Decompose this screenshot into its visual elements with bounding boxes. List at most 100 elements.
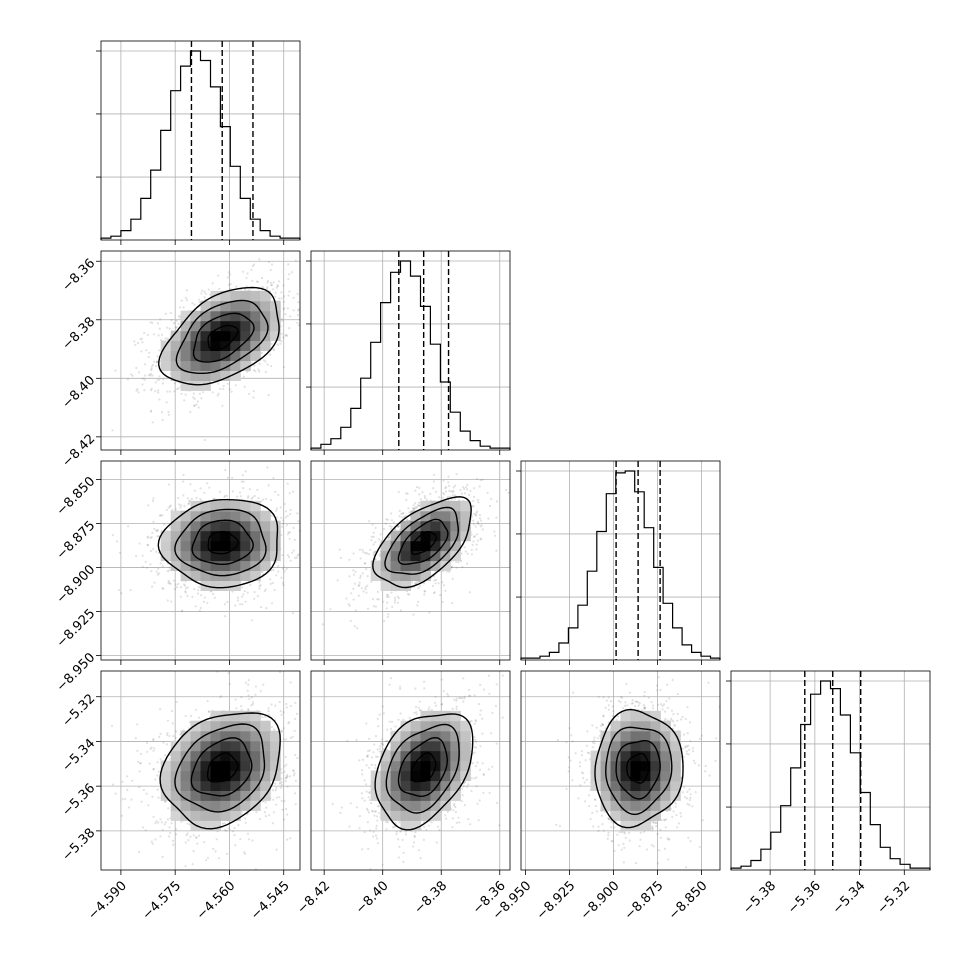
sample-point [211,391,214,394]
sample-point [149,747,152,751]
density-cell [210,710,221,722]
sample-point [481,762,484,765]
sample-point [166,732,169,735]
sample-point [369,548,372,552]
sample-point [689,796,692,800]
density-cell [430,810,441,821]
sample-point [463,487,466,491]
density-cell [230,790,241,801]
density-cell [210,820,221,831]
sample-point [156,379,159,382]
sample-point [619,701,622,704]
density-cell [230,310,241,322]
sample-point [294,701,297,704]
sample-point [358,548,361,551]
sample-point [495,683,498,686]
sample-point [184,590,187,593]
sample-point [680,815,683,818]
sample-point [198,834,201,837]
sample-point [447,484,451,487]
sample-point [419,498,422,501]
density-cell [160,760,172,772]
density-cell [650,770,661,782]
sample-point [250,696,254,699]
sample-point [251,839,254,842]
sample-point [197,589,200,592]
density-cell [410,750,421,762]
sample-point [481,528,484,531]
density-cell [650,800,661,811]
density-cell [200,780,211,791]
sample-point [467,688,471,691]
sample-point [197,298,200,301]
density-cell [230,530,241,542]
sample-point [638,702,641,705]
density-cell [170,740,182,752]
sample-point [176,388,179,391]
sample-point [362,590,365,593]
contour-2 [384,506,460,575]
density-cell [240,790,251,801]
sample-point [390,677,393,680]
density-cell [260,300,271,312]
sample-point [149,374,152,377]
sample-point [176,586,179,589]
sample-point [138,851,141,854]
sample-point [164,754,167,757]
sample-point [607,818,611,821]
density-cell [270,520,281,532]
sample-point [234,844,237,847]
sample-point [434,704,437,707]
sample-point [227,672,230,675]
sample-point [348,604,351,608]
density-cell [420,750,431,762]
sample-point [588,804,591,808]
sample-point [296,756,299,760]
sample-point [137,391,140,394]
sample-point [146,543,149,547]
sample-point [136,723,139,726]
sample-point [413,711,416,714]
sample-point [236,599,239,602]
sample-point [397,856,400,859]
sample-point [262,359,265,362]
sample-point [297,553,300,556]
sample-point [146,544,149,547]
sample-point [282,308,285,311]
sample-point [427,824,430,827]
sample-point [577,797,580,800]
density-cell [210,500,221,512]
density-cell [200,350,211,362]
contour-2 [175,299,269,374]
sample-point [285,807,288,811]
density-cell [410,540,421,552]
sample-point [417,849,420,852]
sample-point [364,551,367,555]
contour-2 [174,508,267,577]
density-cell [640,730,651,742]
sample-point [173,382,176,385]
sample-point [205,859,208,862]
density-cell [200,800,211,811]
sample-point [174,326,177,329]
sample-point [580,750,584,753]
density-cell [600,780,612,791]
density-cell [210,330,221,342]
sample-point [459,696,462,699]
sample-point [287,294,290,297]
x-tick-label: −8.38 [411,878,450,917]
sample-point [151,421,154,424]
sample-point [188,500,191,503]
density-cell [230,550,241,562]
sample-point [611,714,614,718]
density-cell [220,810,231,821]
sample-point [164,337,167,340]
sample-point [169,753,172,757]
sample-point [570,734,573,737]
sample-point [157,567,160,571]
sample-point [623,832,626,835]
density-cell [600,790,612,801]
y-tick-label: −5.32 [60,691,99,730]
sample-point [413,507,416,510]
density-cell [410,780,421,791]
